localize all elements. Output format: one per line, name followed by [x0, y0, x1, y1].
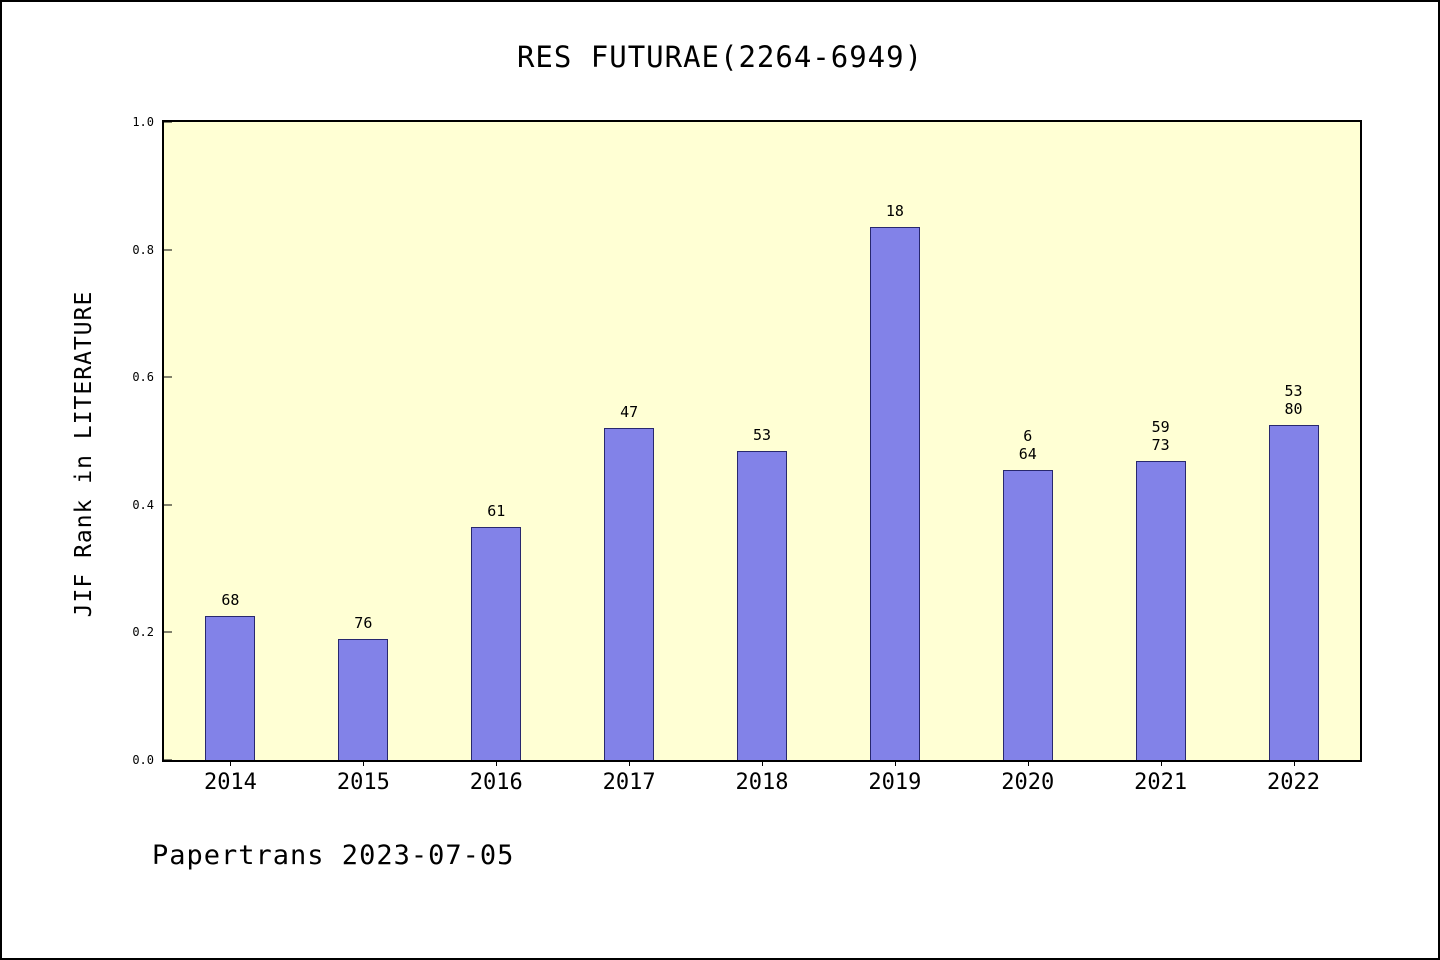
y-tick-mark [164, 121, 172, 123]
bar-2018 [737, 450, 787, 760]
x-tick-label: 2016 [469, 770, 523, 795]
bar-value-label: 61 [487, 502, 506, 521]
bar-value-label: 68 [221, 591, 240, 610]
bar-2014 [205, 616, 256, 760]
y-tick-mark [164, 631, 172, 633]
x-tick-mark [1027, 760, 1029, 766]
bar-value-label: 59 73 [1151, 418, 1170, 455]
x-tick-mark [894, 760, 896, 766]
bar-value-label: 47 [620, 403, 639, 422]
plot-area: 68 2014 76 2015 61 2016 47 2017 53 2018 18 2019 6 64… [132, 115, 1362, 795]
x-tick-mark [629, 760, 631, 766]
x-tick-mark [1160, 760, 1162, 766]
bar-2020 [1002, 469, 1053, 760]
chart-title: RES FUTURAE(2264-6949) [516, 40, 924, 74]
footer-text: Papertrans 2023-07-05 [152, 840, 515, 871]
y-tick-label: 0.2 [132, 625, 154, 640]
x-tick-mark [762, 760, 763, 766]
x-tick-label: 2022 [1267, 770, 1321, 795]
x-tick-label: 2020 [1001, 770, 1055, 795]
y-tick-label: 0.4 [132, 497, 154, 512]
x-tick-mark [363, 760, 365, 766]
bar-2021 [1135, 461, 1186, 760]
bar-value-label: 76 [354, 613, 373, 632]
y-axis-title: JIF Rank in LITERATURE [71, 290, 97, 618]
x-tick-label: 2019 [868, 770, 922, 795]
y-tick-mark [164, 504, 172, 506]
x-tick-label: 2021 [1134, 770, 1188, 795]
bar-2016 [471, 527, 522, 760]
x-tick-mark [230, 760, 232, 766]
y-tick-mark [164, 759, 172, 761]
x-tick-mark [1293, 760, 1295, 766]
bar-value-label: 18 [885, 202, 904, 221]
y-tick-label: 0.0 [132, 753, 154, 767]
x-tick-label: 2018 [735, 770, 789, 795]
bar-2015 [338, 638, 389, 760]
bar-value-label: 53 [752, 425, 772, 444]
y-tick-mark [164, 249, 172, 251]
bar-2017 [604, 428, 655, 760]
x-tick-label: 2015 [336, 770, 390, 795]
bar-2022 [1268, 425, 1319, 760]
bar-value-label: 6 64 [1018, 426, 1037, 463]
y-tick-label: 0.6 [132, 370, 154, 385]
bar-2019 [869, 227, 920, 760]
y-tick-label: 0.8 [132, 242, 154, 257]
bar-value-label: 53 80 [1284, 382, 1303, 419]
x-tick-mark [496, 760, 498, 766]
x-tick-label: 2014 [203, 770, 257, 795]
x-tick-label: 2017 [602, 770, 656, 795]
y-tick-label: 1.0 [132, 115, 154, 129]
y-tick-mark [164, 376, 172, 378]
